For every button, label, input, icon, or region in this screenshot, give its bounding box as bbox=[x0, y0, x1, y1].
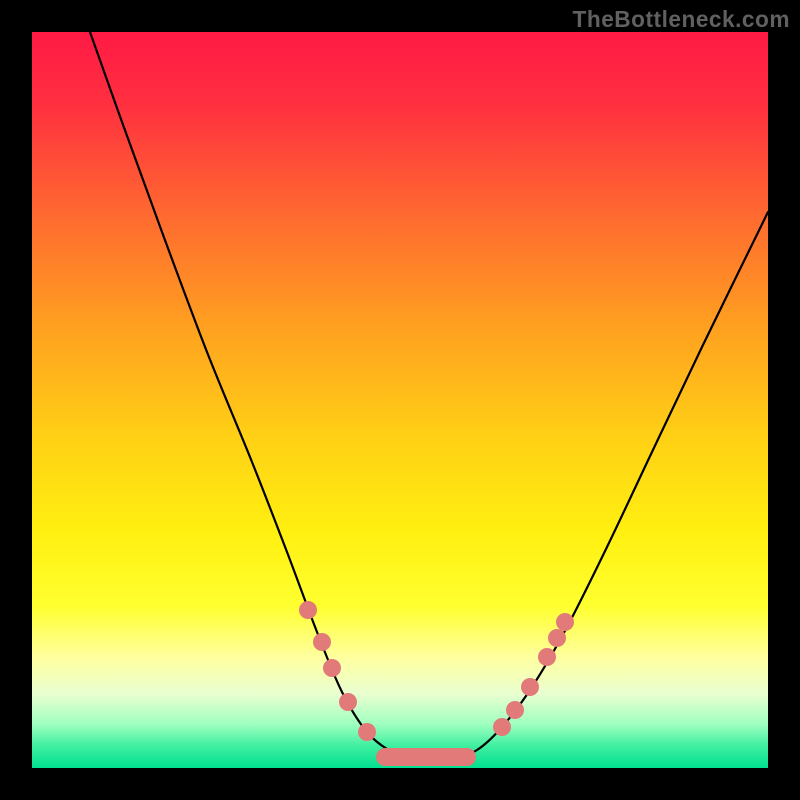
marker-left-1 bbox=[313, 633, 331, 651]
chart-svg bbox=[32, 32, 768, 768]
marker-right-0 bbox=[493, 718, 511, 736]
marker-left-2 bbox=[323, 659, 341, 677]
marker-right-2 bbox=[521, 678, 539, 696]
marker-right-3 bbox=[538, 648, 556, 666]
gradient-background bbox=[32, 32, 768, 768]
marker-left-0 bbox=[299, 601, 317, 619]
marker-left-4 bbox=[358, 723, 376, 741]
marker-left-3 bbox=[339, 693, 357, 711]
marker-right-1 bbox=[506, 701, 524, 719]
watermark-text: TheBottleneck.com bbox=[573, 6, 790, 33]
marker-bottom-cluster bbox=[376, 748, 476, 766]
plot-area bbox=[32, 32, 768, 768]
marker-right-5 bbox=[556, 613, 574, 631]
stage: TheBottleneck.com bbox=[0, 0, 800, 800]
marker-right-4 bbox=[548, 629, 566, 647]
